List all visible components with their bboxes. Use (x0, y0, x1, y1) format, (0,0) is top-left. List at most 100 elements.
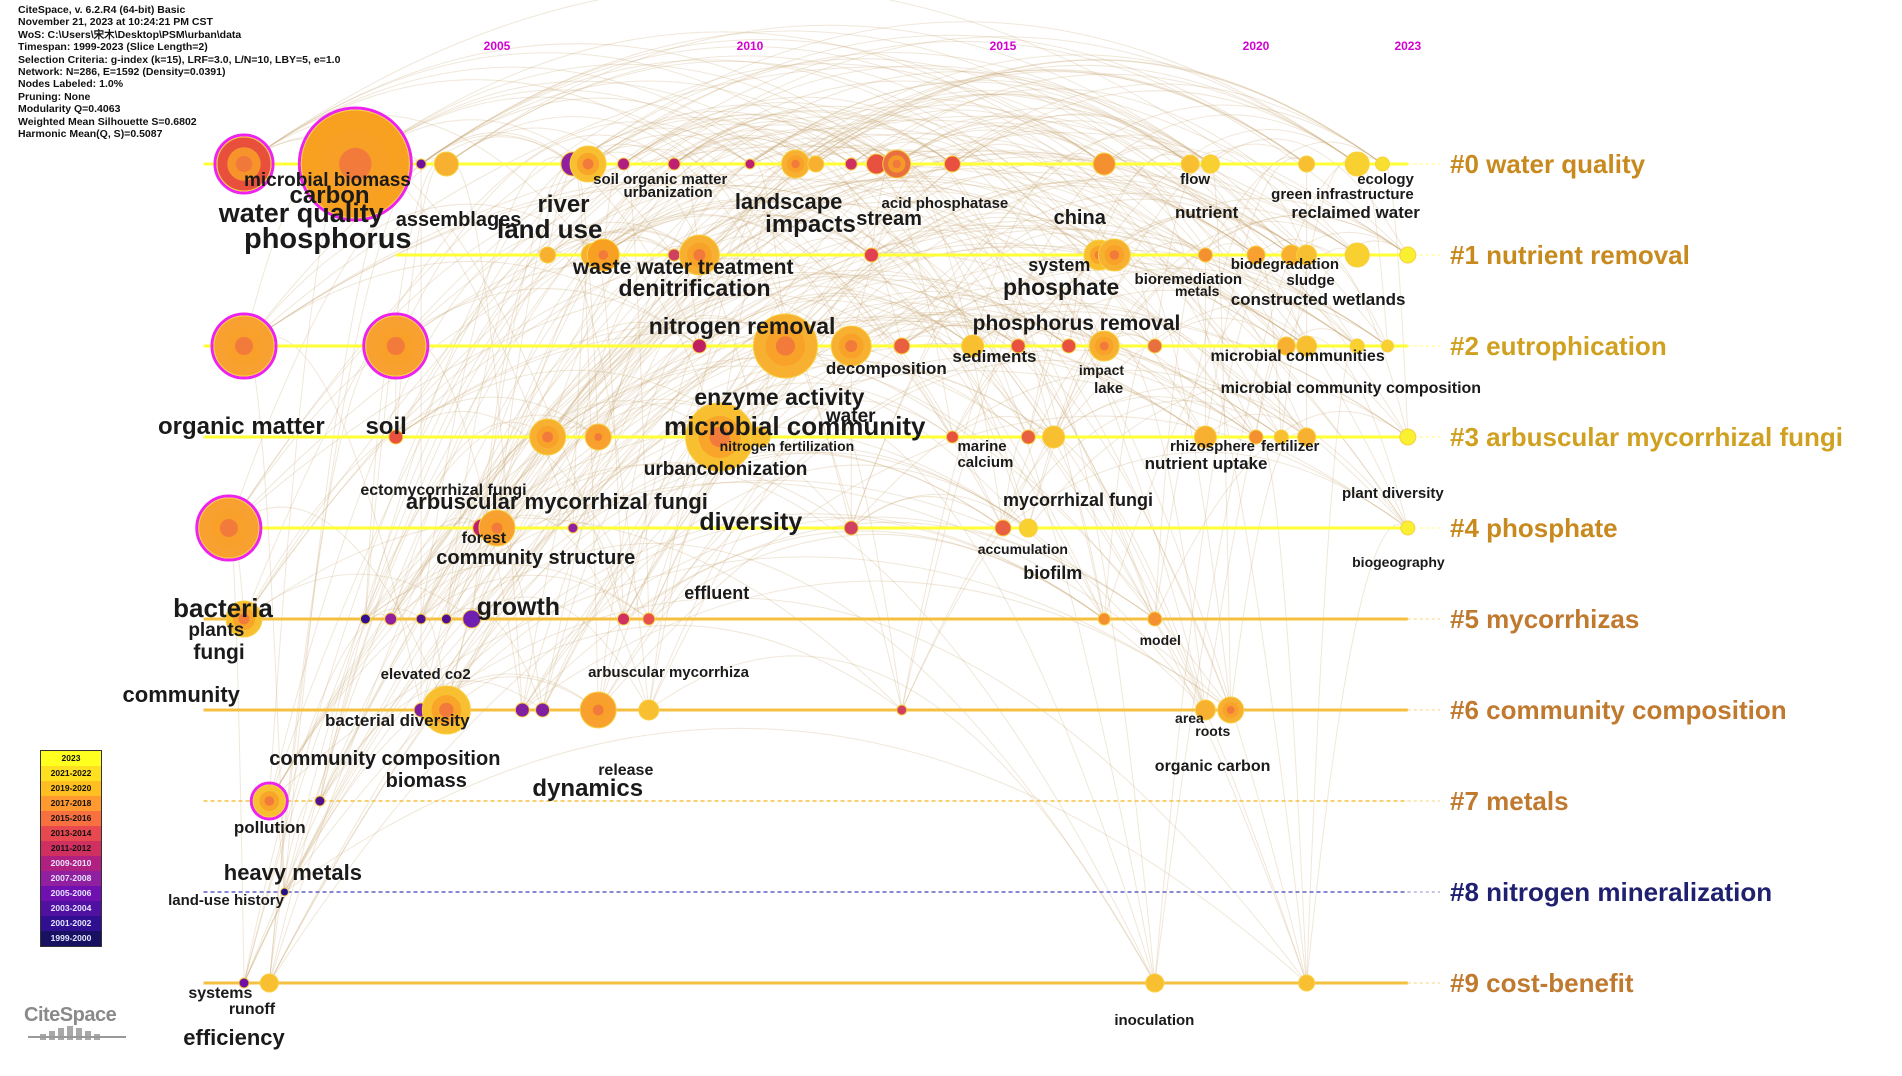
keyword-label: microbial communities (1210, 348, 1384, 365)
citation-arc (623, 113, 1232, 711)
citation-arc (951, 207, 1358, 438)
keyword-node (638, 699, 660, 721)
citation-arc (521, 133, 953, 711)
keyword-node (1399, 428, 1417, 446)
keyword-label: forest (462, 530, 507, 547)
keyword-node (1010, 338, 1026, 354)
keyword-label: bacteria (173, 593, 273, 623)
citation-arc (268, 353, 1029, 802)
keyword-label: urbanization (624, 184, 713, 201)
citation-arc (572, 444, 1206, 711)
citation-arc (446, 55, 1308, 438)
citation-arc (572, 158, 1358, 529)
citation-arc (623, 96, 1156, 347)
node-core (775, 336, 796, 356)
citation-arc (1027, 431, 1105, 620)
citation-arc (850, 314, 1232, 711)
citation-arc (1154, 156, 1307, 620)
citation-arc (481, 463, 1156, 984)
citation-arc (572, 278, 1105, 529)
cluster-label: #3 arbuscular mycorrhizal fungi (1450, 422, 1843, 452)
citation-arc (850, 232, 1115, 529)
citation-arc (1255, 239, 1389, 347)
citation-arc (850, 157, 953, 438)
keyword-label: reclaimed water (1291, 203, 1420, 222)
citation-arc (719, 406, 1156, 984)
citation-arc (795, 146, 1156, 984)
keyword-node (462, 609, 482, 629)
citation-arc (901, 269, 1307, 347)
keyword-label: organic carbon (1155, 758, 1271, 775)
keyword-label: system (1028, 255, 1090, 275)
keyword-node (893, 337, 911, 355)
keyword-node (1349, 338, 1365, 354)
citation-arc (268, 452, 1029, 984)
citation-arc (850, 155, 953, 347)
legend-swatch: 2007-2008 (41, 871, 101, 886)
citation-arc (268, 229, 700, 984)
citation-arc (901, 198, 1292, 347)
citation-arc (420, 30, 1358, 347)
keyword-node (896, 704, 908, 716)
citation-arc (319, 613, 392, 802)
node-core (1099, 341, 1109, 351)
citation-arc (623, 148, 852, 529)
citation-arc (420, 134, 700, 347)
keyword-label: rhizosphere (1170, 438, 1255, 455)
citation-arc (699, 176, 1115, 256)
keyword-label: area (1175, 710, 1204, 726)
citation-arc (592, 213, 953, 438)
keyword-node (749, 426, 771, 448)
citation-arc (876, 150, 1105, 620)
citation-arc (395, 34, 1307, 347)
keyword-label: efficiency (183, 1025, 285, 1050)
citation-arc (749, 79, 1388, 347)
citation-arc (673, 166, 1409, 529)
citation-arc (850, 141, 1206, 711)
citation-arc (446, 127, 624, 165)
citation-arc (623, 400, 953, 620)
keyword-label: urbancolonization (644, 459, 808, 480)
keyword-label: water quality (218, 198, 384, 228)
network-info-panel: CiteSpace, v. 6.2.R4 (64-bit) Basic Nove… (18, 4, 340, 140)
keyword-label: phosphorus (244, 223, 412, 255)
citation-arc (951, 327, 1105, 438)
keyword-label: fertilizer (1261, 438, 1320, 455)
citation-arc (319, 168, 1206, 802)
keyword-node (359, 613, 371, 625)
keyword-label: sediments (952, 347, 1036, 366)
keyword-label: plant diversity (1342, 485, 1444, 502)
citation-arc (243, 608, 422, 984)
keyword-node (844, 157, 858, 171)
citation-arc (268, 797, 321, 984)
citation-arc (243, 174, 1409, 529)
info-line: Timespan: 1999-2023 (Slice Length=2) (18, 41, 208, 54)
keyword-label: biogeography (1352, 554, 1445, 570)
citation-arc (481, 251, 548, 529)
citation-arc (901, 335, 1029, 529)
keyword-label: phosphorus removal (973, 312, 1181, 335)
node-core (709, 426, 730, 448)
keyword-node (1273, 429, 1289, 445)
citation-arc (420, 321, 700, 620)
citation-arc (597, 341, 700, 711)
keyword-node (1097, 612, 1111, 626)
keyword-node (1197, 247, 1213, 263)
keyword-label: phosphate (1003, 274, 1119, 300)
keyword-node (1042, 425, 1066, 449)
citation-arc (243, 517, 903, 711)
citation-arc (699, 71, 1307, 256)
cluster-timelines (203, 162, 1440, 985)
keyword-label: runoff (229, 1001, 276, 1018)
citation-arc (1017, 289, 1409, 438)
info-line: Modularity Q=0.4063 (18, 103, 121, 116)
keyword-node (1399, 246, 1417, 264)
citation-arc (395, 369, 852, 529)
citation-arc (795, 104, 1206, 256)
keyword-node (1344, 242, 1370, 268)
year-color-legend: 2023 2021-2022 2019-2020 2017-2018 2015-2016… (40, 750, 102, 947)
keyword-node (415, 158, 427, 170)
citation-arc (268, 462, 852, 802)
node-core (235, 337, 253, 355)
keyword-node (279, 887, 289, 897)
